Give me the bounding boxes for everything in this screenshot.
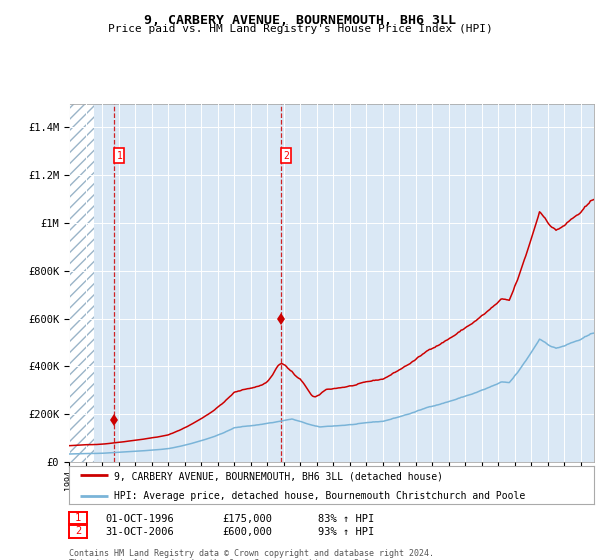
- Text: 2: 2: [75, 526, 81, 536]
- Text: £600,000: £600,000: [222, 527, 272, 537]
- Text: £175,000: £175,000: [222, 514, 272, 524]
- Text: 01-OCT-1996: 01-OCT-1996: [105, 514, 174, 524]
- Text: HPI: Average price, detached house, Bournemouth Christchurch and Poole: HPI: Average price, detached house, Bour…: [113, 491, 525, 501]
- Text: 93% ↑ HPI: 93% ↑ HPI: [318, 527, 374, 537]
- Text: Contains HM Land Registry data © Crown copyright and database right 2024.
This d: Contains HM Land Registry data © Crown c…: [69, 549, 434, 560]
- Text: 9, CARBERY AVENUE, BOURNEMOUTH, BH6 3LL: 9, CARBERY AVENUE, BOURNEMOUTH, BH6 3LL: [144, 14, 456, 27]
- Text: 83% ↑ HPI: 83% ↑ HPI: [318, 514, 374, 524]
- Text: 2: 2: [283, 151, 289, 161]
- Text: 31-OCT-2006: 31-OCT-2006: [105, 527, 174, 537]
- Text: 9, CARBERY AVENUE, BOURNEMOUTH, BH6 3LL (detached house): 9, CARBERY AVENUE, BOURNEMOUTH, BH6 3LL …: [113, 471, 443, 481]
- Text: Price paid vs. HM Land Registry's House Price Index (HPI): Price paid vs. HM Land Registry's House …: [107, 24, 493, 34]
- Text: 1: 1: [116, 151, 122, 161]
- Text: 1: 1: [75, 513, 81, 523]
- Bar: [69, 104, 94, 462]
